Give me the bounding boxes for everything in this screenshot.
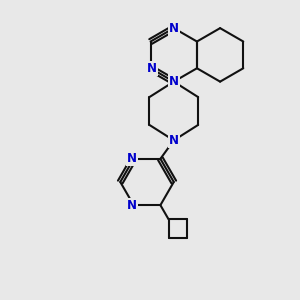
Text: N: N bbox=[147, 62, 157, 75]
Text: N: N bbox=[169, 75, 179, 88]
Text: N: N bbox=[127, 199, 137, 212]
Text: N: N bbox=[169, 134, 179, 147]
Text: N: N bbox=[169, 22, 179, 34]
Text: N: N bbox=[127, 152, 137, 165]
